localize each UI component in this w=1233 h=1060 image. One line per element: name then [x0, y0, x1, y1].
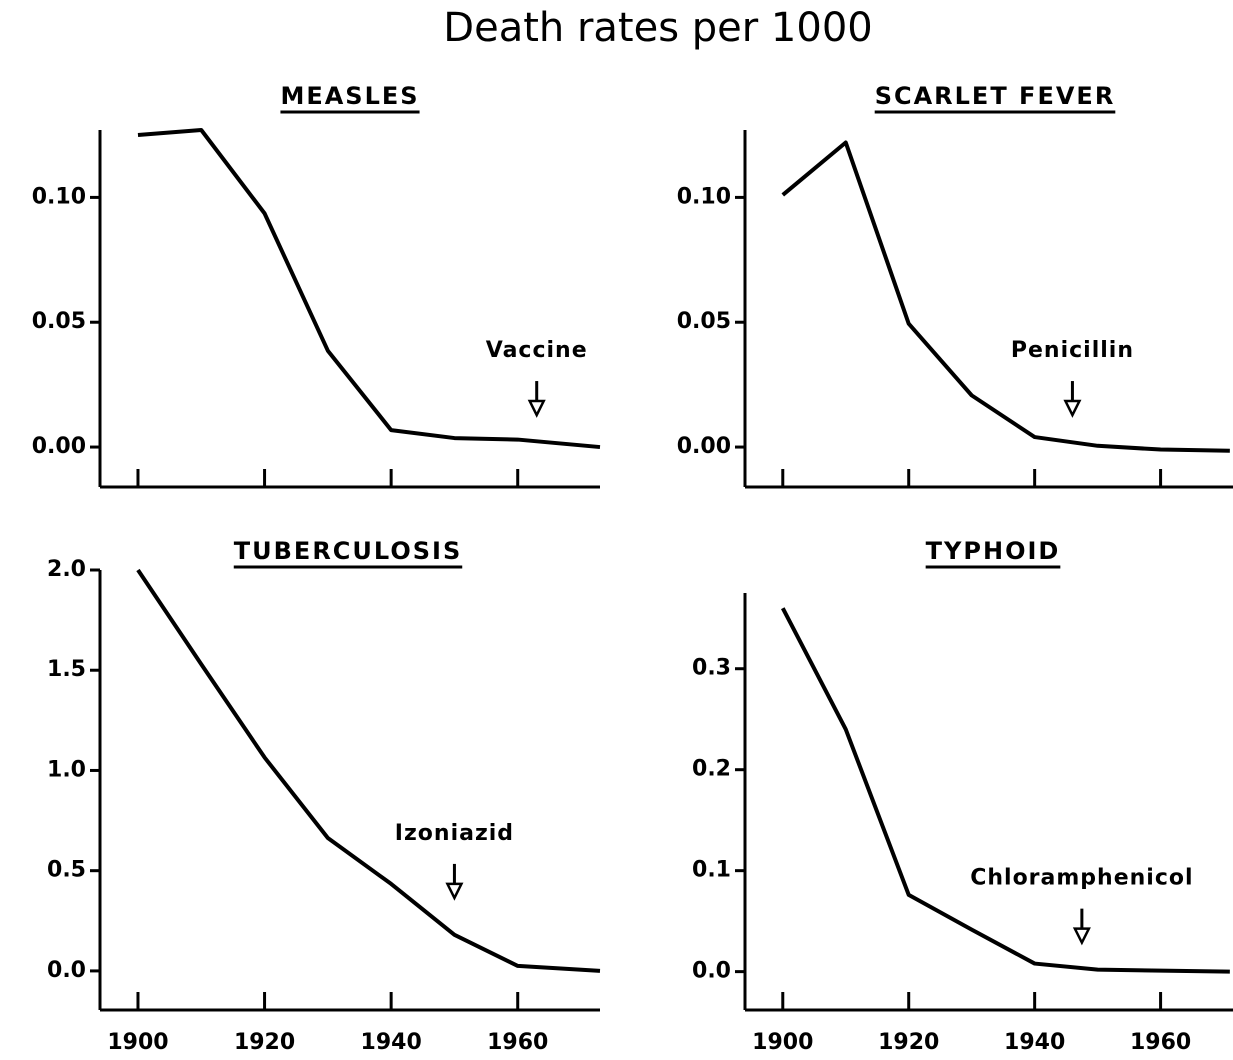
y-tick-label: 0.0 [692, 959, 731, 984]
panel-title: MEASLES [280, 82, 419, 110]
x-tick-label: 1940 [1004, 1030, 1065, 1055]
annotation-arrow [527, 381, 546, 418]
data-line [136, 568, 601, 973]
panel-title: TYPHOID [926, 537, 1061, 565]
arrow-head [1063, 399, 1082, 418]
y-tick-label: 0.3 [692, 656, 731, 681]
data-line [137, 128, 601, 450]
annotation-arrow [1072, 908, 1091, 946]
y-tick-label: 0.10 [32, 184, 86, 209]
y-tick-label: 0.05 [677, 309, 731, 334]
x-tick-label: 1960 [1130, 1030, 1191, 1055]
y-tick-label: 1.0 [47, 757, 86, 782]
arrow-head [1072, 927, 1091, 946]
x-tick-label: 1900 [107, 1030, 168, 1055]
panel-title: TUBERCULOSIS [234, 537, 462, 565]
y-tick-label: 0.5 [47, 858, 86, 883]
x-tick-label: 1960 [487, 1030, 548, 1055]
annotation-label: Chloramphenicol [970, 866, 1193, 891]
annotation-arrow [1063, 381, 1082, 418]
y-tick-label: 0.0 [47, 958, 86, 983]
y-tick-label: 0.10 [677, 184, 731, 209]
y-tick-label: 0.1 [692, 858, 731, 883]
annotation-arrow [445, 863, 464, 901]
arrow-head [445, 882, 464, 901]
x-tick-label: 1900 [752, 1030, 813, 1055]
panel-title: SCARLET FEVER [875, 82, 1116, 110]
annotation-label: Penicillin [1011, 338, 1134, 363]
annotation-label: Vaccine [486, 338, 588, 363]
y-tick-label: 0.00 [32, 434, 86, 459]
x-tick-label: 1940 [361, 1030, 422, 1055]
arrow-head [527, 399, 546, 418]
data-line [781, 607, 1230, 974]
annotation-label: Izoniazid [395, 821, 514, 846]
y-tick-label: 2.0 [47, 557, 86, 582]
x-tick-label: 1920 [878, 1030, 939, 1055]
x-tick-label: 1920 [234, 1030, 295, 1055]
figure-title: Death rates per 1000 [443, 5, 872, 51]
y-tick-label: 1.5 [47, 657, 86, 682]
y-tick-label: 0.05 [32, 309, 86, 334]
data-line [781, 140, 1230, 453]
y-tick-label: 0.2 [692, 757, 731, 782]
y-tick-label: 0.00 [677, 434, 731, 459]
